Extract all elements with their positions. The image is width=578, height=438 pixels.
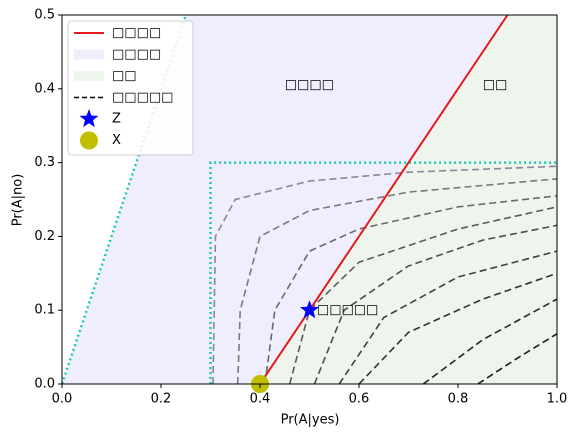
contour-line — [236, 178, 558, 385]
y-tick-label: 0.3 — [34, 155, 55, 170]
legend-label: X — [112, 133, 121, 148]
marker — [79, 109, 99, 128]
guide-line — [209, 161, 557, 384]
x-tick-label: 0.0 — [52, 392, 73, 407]
area — [260, 15, 557, 384]
x-axis-label: Pr(A|yes) — [281, 413, 340, 428]
line — [259, 14, 509, 385]
x-tick-label: 1.0 — [547, 392, 568, 407]
legend-label: □□□□□ — [112, 90, 173, 105]
x-tick-label: 0.8 — [448, 392, 469, 407]
contour-line — [477, 333, 558, 385]
contour-line — [288, 206, 558, 385]
y-tick-label: 0.2 — [34, 229, 55, 244]
legend-label: □□□□ — [112, 47, 161, 62]
contour-line — [313, 224, 558, 385]
contour-line — [422, 298, 558, 385]
legend-label: □□ — [112, 69, 137, 84]
legend-swatch — [74, 49, 104, 60]
x-tick-label: 0.4 — [250, 392, 271, 407]
contour-line — [212, 165, 558, 385]
y-tick-label: 0.5 — [34, 8, 55, 23]
legend-label: □□□□ — [112, 26, 161, 41]
annotation: □□□□ — [285, 78, 334, 93]
contour-line — [358, 272, 558, 385]
y-axis-label: Pr(A|no) — [11, 174, 26, 227]
annotation: □□□□□ — [317, 303, 378, 318]
plot-frame — [61, 14, 558, 385]
annotation: □□ — [483, 78, 508, 93]
y-tick-label: 0.0 — [34, 377, 55, 392]
y-tick-label: 0.1 — [34, 303, 55, 318]
x-tick-label: 0.2 — [151, 392, 172, 407]
legend-label: Z — [112, 112, 121, 127]
legend-swatch — [74, 71, 104, 81]
marker — [299, 300, 320, 319]
y-tick-label: 0.4 — [34, 81, 55, 96]
marker — [80, 131, 98, 150]
contour-line — [264, 195, 558, 385]
contour-line — [338, 250, 558, 385]
x-tick-label: 0.6 — [349, 392, 370, 407]
